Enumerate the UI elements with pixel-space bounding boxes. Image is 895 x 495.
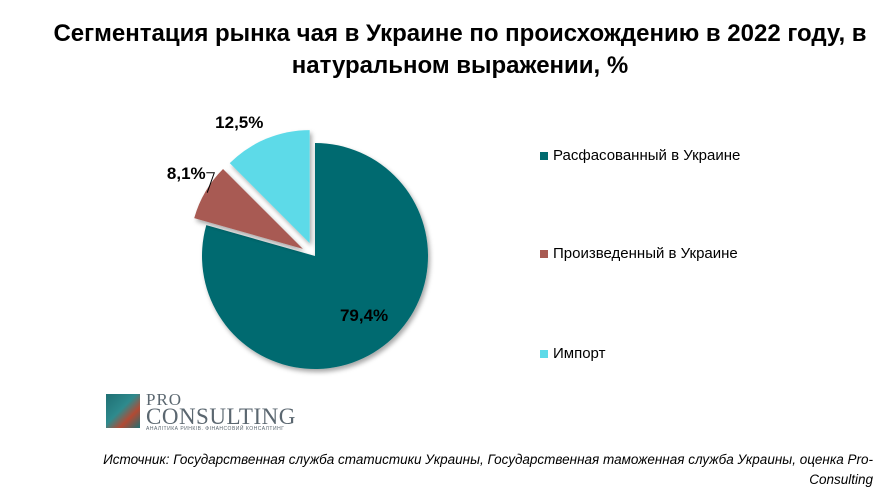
logo-pro-text: PRO (146, 390, 183, 409)
legend-swatch-import (540, 350, 548, 358)
logo-consulting-text: CONSULTING (146, 404, 296, 429)
pro-consulting-logo: PRO CONSULTING АНАЛІТИКА РИНКІВ. ФІНАНСО… (106, 390, 295, 434)
legend-label-produced: Произведенный в Украине (553, 245, 738, 262)
pie-slice-produced (194, 169, 303, 249)
legend-item-packaged: Расфасованный в Украине (540, 146, 780, 166)
logo-emblem-icon (106, 394, 140, 428)
legend-label-packaged: Расфасованный в Украине (553, 147, 741, 164)
logo-tagline: АНАЛІТИКА РИНКІВ. ФІНАНСОВИЙ КОНСАЛТИНГ (146, 426, 285, 432)
chart-title: Сегментация рынка чая в Украине по проис… (53, 20, 867, 79)
legend-item-import: Импорт (540, 344, 780, 364)
legend-label-import: Импорт (553, 345, 606, 362)
legend-swatch-packaged (540, 152, 548, 160)
data-label-packaged: 79,4% (340, 306, 388, 325)
data-label-import: 12,5% (215, 113, 263, 132)
legend-swatch-produced (540, 250, 548, 258)
leader-line-produced (206, 172, 215, 193)
pie-slice-packaged (202, 143, 428, 369)
data-label-produced: 8,1% (167, 164, 206, 183)
legend-item-produced: Произведенный в Украине (540, 244, 780, 264)
pie-slice-import (229, 130, 310, 244)
source-note: Источник: Государственная служба статист… (103, 452, 873, 487)
